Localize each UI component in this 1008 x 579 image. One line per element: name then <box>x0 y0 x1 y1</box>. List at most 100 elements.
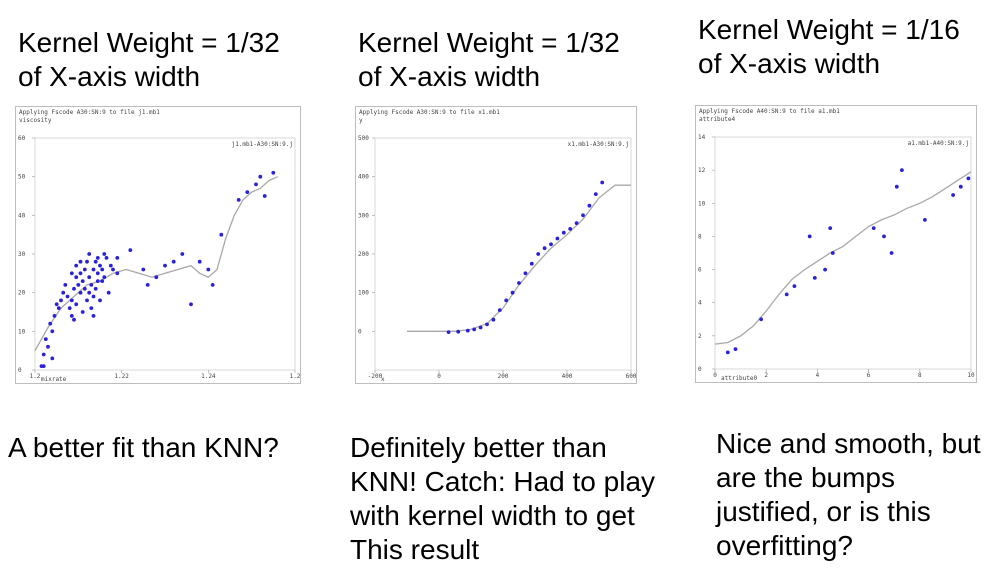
data-point <box>108 263 113 268</box>
data-point <box>561 230 566 235</box>
data-point <box>733 347 738 351</box>
data-point <box>61 290 66 295</box>
data-point <box>871 226 876 230</box>
data-point <box>725 350 730 355</box>
data-point <box>262 194 267 198</box>
x-tick-label: 0 <box>713 372 717 379</box>
data-point <box>258 174 263 179</box>
y-tick-label: 12 <box>698 167 706 174</box>
data-point <box>478 325 483 330</box>
data-point <box>504 298 509 303</box>
y-tick-label: 0 <box>698 366 702 373</box>
y-axis-label: y <box>359 117 363 124</box>
y-tick-label: 14 <box>698 134 706 141</box>
data-point <box>115 271 120 276</box>
data-point <box>50 329 55 334</box>
data-point <box>91 294 96 299</box>
data-point <box>823 267 827 272</box>
plot-area <box>374 137 632 371</box>
legend-label: j1.mb1-A30:SN:9.j <box>232 141 293 148</box>
data-point <box>523 271 528 276</box>
x-tick-label: 10 <box>967 372 975 379</box>
kernel-regression-curve <box>34 176 278 352</box>
x-tick-label: 1.2 <box>290 373 301 380</box>
x-tick-label: 1.2 <box>30 373 41 380</box>
data-point <box>966 176 971 181</box>
y-tick-label: 200 <box>358 251 369 258</box>
chart-3-svg: Applying Fscode A40:SN:9 to file a1.mb1a… <box>695 105 977 383</box>
data-point <box>48 321 53 326</box>
data-point <box>59 298 63 303</box>
data-point <box>784 292 789 297</box>
x-tick-label: -200 <box>368 373 383 380</box>
data-point <box>98 263 102 268</box>
kernel-regression-curve <box>714 171 972 345</box>
y-tick-label: 8 <box>698 233 702 240</box>
data-point <box>180 252 185 256</box>
data-point <box>63 283 68 287</box>
x-axis-label: attribute0 <box>721 375 758 382</box>
chart-panel-3: Applying Fscode A40:SN:9 to file a1.mb1 a… <box>695 105 977 383</box>
x-tick-label: 0 <box>437 373 441 380</box>
data-point <box>76 283 81 287</box>
data-point <box>93 259 98 264</box>
x-tick-label: 1.22 <box>114 373 129 380</box>
data-point <box>95 279 100 283</box>
data-point <box>446 330 451 334</box>
data-point <box>529 261 534 266</box>
data-point <box>43 337 48 341</box>
data-point <box>568 227 573 231</box>
panel-1-caption: A better fit than KNN? <box>8 432 279 463</box>
data-point <box>141 267 146 272</box>
data-point <box>106 290 111 295</box>
x-tick-label: 600 <box>626 373 637 380</box>
data-point <box>549 242 553 247</box>
data-point <box>41 352 46 357</box>
x-tick-label: 200 <box>498 373 509 380</box>
x-tick-label: 2 <box>764 372 768 379</box>
x-axis-label: mixrate <box>41 376 67 383</box>
data-point <box>80 279 85 283</box>
data-point <box>72 317 76 322</box>
y-tick-label: 4 <box>698 300 702 307</box>
data-point <box>491 317 496 322</box>
data-point <box>102 275 107 280</box>
data-point <box>889 251 894 255</box>
data-point <box>271 170 276 175</box>
y-tick-label: 60 <box>18 135 26 142</box>
data-point <box>219 232 224 237</box>
data-point <box>812 276 817 280</box>
data-point <box>555 236 560 241</box>
data-point <box>56 306 61 310</box>
y-tick-label: 6 <box>698 267 702 274</box>
data-point <box>465 328 470 333</box>
data-point <box>100 279 105 283</box>
y-axis-label: attribute4 <box>699 116 736 123</box>
legend-label: a1.mb1-A40:SN:9.j <box>908 140 969 147</box>
data-point <box>497 308 502 312</box>
data-point <box>197 259 202 264</box>
data-point <box>93 286 98 291</box>
data-point <box>74 275 79 280</box>
y-axis-label: viscosity <box>19 117 52 124</box>
data-point <box>91 267 96 272</box>
data-point <box>456 329 461 334</box>
data-point <box>828 226 833 230</box>
data-point <box>128 248 133 253</box>
chart-panel-2: Applying Fscode A30:SN:9 to file x1.mb1 y… <box>355 106 637 384</box>
data-point <box>95 256 100 260</box>
plot-area <box>34 137 296 371</box>
data-point <box>510 290 515 295</box>
data-point <box>69 298 74 303</box>
data-point <box>210 283 215 287</box>
data-point <box>104 256 109 260</box>
data-point <box>80 310 85 314</box>
y-tick-label: 2 <box>698 333 702 340</box>
y-tick-label: 20 <box>18 290 26 297</box>
data-point <box>50 356 55 361</box>
y-tick-label: 500 <box>358 135 369 142</box>
data-point <box>145 283 150 287</box>
data-point <box>102 252 107 256</box>
y-tick-label: 50 <box>18 174 26 181</box>
data-point <box>115 256 120 260</box>
